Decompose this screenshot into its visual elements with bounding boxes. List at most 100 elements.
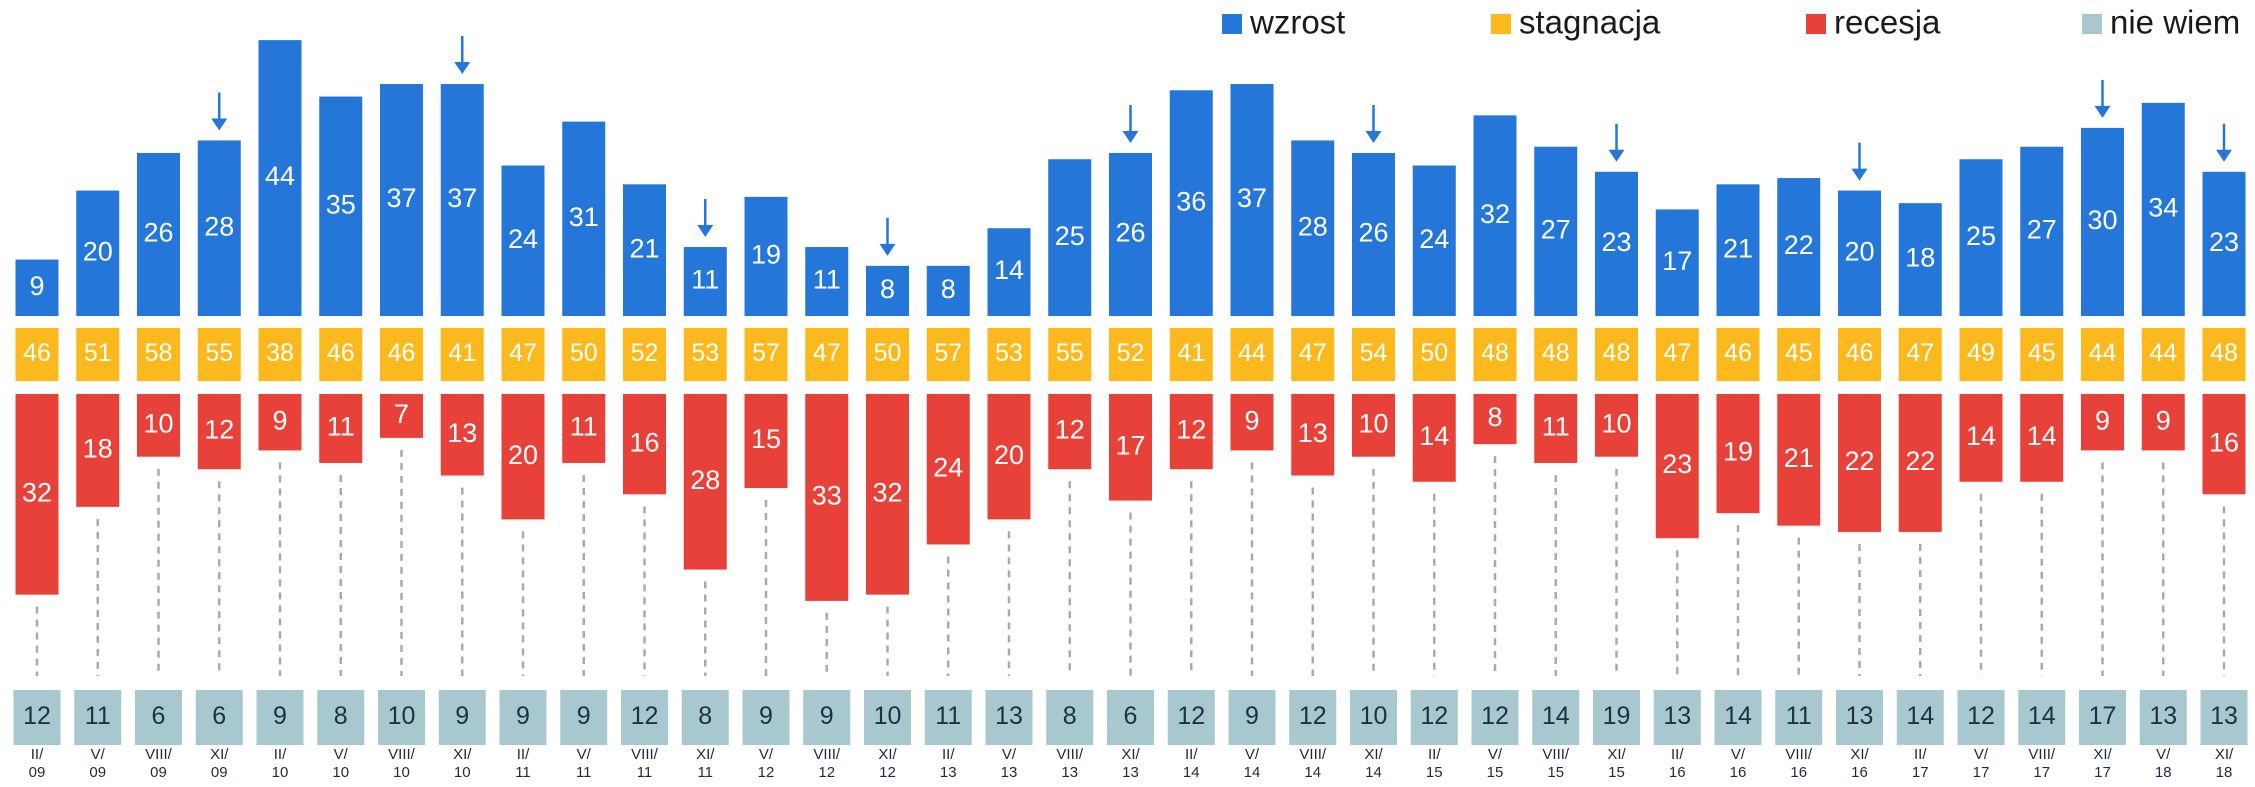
bar [2141, 394, 2185, 451]
bar [744, 196, 788, 316]
value-label: 50 [570, 339, 598, 367]
legend-swatch [1222, 14, 1242, 34]
value-label: 47 [509, 339, 537, 367]
bar [380, 394, 423, 438]
value-label: 10 [874, 702, 902, 730]
x-tick-label: XI/ 12 [878, 746, 897, 781]
x-tick-label: V/ 18 [2154, 746, 2172, 781]
legend-label: wzrost [1249, 4, 1345, 41]
bar [1109, 152, 1152, 316]
x-tick-label: VIII/ 11 [631, 746, 658, 781]
value-label: 32 [1480, 199, 1510, 229]
arrow-head [2094, 105, 2111, 118]
bar [1473, 394, 1517, 445]
value-label: 24 [933, 452, 963, 482]
value-label: 24 [508, 224, 538, 254]
box [438, 690, 486, 745]
bar [501, 394, 545, 520]
value-label: 28 [690, 465, 720, 495]
value-label: 22 [1784, 230, 1814, 260]
box [2202, 328, 2246, 381]
bar [683, 394, 727, 570]
bar [562, 121, 606, 316]
legend-label: nie wiem [2110, 4, 2240, 41]
value-label: 12 [1176, 415, 1206, 445]
arrow-head [1608, 149, 1625, 162]
x-tick-label: V/ 10 [332, 746, 350, 781]
box [135, 690, 182, 745]
value-label: 9 [2095, 405, 2110, 435]
value-label: 17 [2089, 702, 2117, 730]
value-label: 47 [813, 339, 841, 367]
value-label: 25 [1055, 221, 1085, 251]
value-label: 23 [1601, 227, 1631, 257]
box [1289, 690, 1337, 745]
bar [1655, 394, 1699, 539]
value-label: 48 [1603, 339, 1631, 367]
x-tick-label: II/ 15 [1425, 746, 1443, 781]
value-label: 21 [629, 233, 659, 263]
x-tick-label: II/ 17 [1911, 746, 1929, 781]
value-label: 33 [812, 481, 842, 511]
box [1959, 328, 2003, 381]
value-label: 26 [143, 218, 173, 248]
value-label: 55 [1056, 339, 1084, 367]
box [1898, 328, 1942, 381]
value-label: 12 [23, 702, 51, 730]
box [1410, 690, 1458, 745]
value-label: 20 [994, 440, 1024, 470]
value-label: 12 [1299, 702, 1327, 730]
value-label: 9 [1245, 702, 1259, 730]
bar [1898, 203, 1942, 316]
value-label: 47 [1663, 339, 1691, 367]
box [501, 328, 545, 381]
bar [926, 394, 970, 545]
box [1653, 690, 1701, 745]
value-label: 14 [2027, 421, 2057, 451]
value-label: 45 [2028, 339, 2056, 367]
legend-label: stagnacja [1519, 4, 1661, 41]
value-label: 34 [2148, 193, 2178, 223]
box [1167, 690, 1215, 745]
value-label: 27 [1541, 214, 1571, 244]
value-label: 9 [577, 702, 591, 730]
value-label: 6 [212, 702, 226, 730]
bar [1352, 394, 1395, 457]
value-label: 48 [1481, 339, 1509, 367]
legend-swatch [1491, 14, 1511, 34]
value-label: 17 [1115, 430, 1145, 460]
box [1352, 328, 1395, 381]
value-label: 55 [205, 339, 233, 367]
box [256, 690, 304, 745]
bar [380, 84, 423, 316]
value-label: 11 [1542, 412, 1570, 442]
value-label: 9 [516, 702, 530, 730]
value-label: 6 [1124, 702, 1138, 730]
box [681, 690, 729, 745]
x-tick-label: V/ 12 [757, 746, 775, 781]
bar [2020, 146, 2064, 316]
value-label: 37 [386, 183, 416, 213]
box [1046, 690, 1094, 745]
bar [197, 140, 241, 316]
box [380, 328, 423, 381]
bar [1595, 171, 1638, 316]
value-label: 14 [994, 255, 1024, 285]
value-label: 23 [1662, 449, 1692, 479]
arrow-head [1851, 168, 1868, 181]
box [742, 690, 790, 745]
x-tick-label: VIII/ 14 [1299, 746, 1327, 781]
value-label: 27 [2027, 214, 2057, 244]
box [985, 690, 1033, 745]
bar [137, 394, 180, 457]
box [926, 328, 970, 381]
bar [987, 228, 1031, 316]
x-tick-label: V/ 17 [1972, 746, 1990, 781]
box [924, 690, 972, 745]
x-tick-label: XI/ 09 [210, 746, 229, 781]
x-tick-label: V/ 09 [89, 746, 107, 781]
box [1716, 328, 1760, 381]
x-tick-label: XI/ 17 [2093, 746, 2112, 781]
box [2020, 328, 2064, 381]
box [1532, 690, 1580, 745]
